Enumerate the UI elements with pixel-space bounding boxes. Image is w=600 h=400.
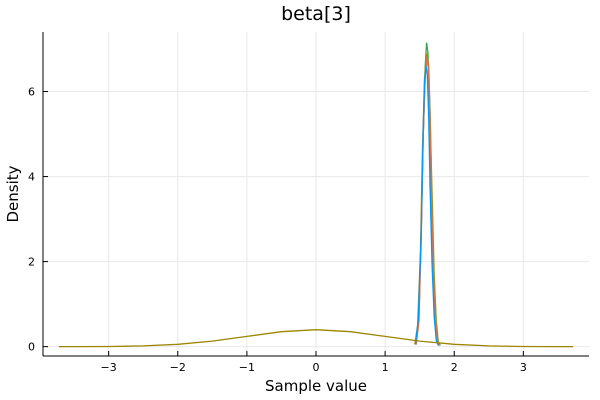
y-tick-label: 0: [28, 341, 35, 354]
grid-lines: [43, 32, 589, 356]
x-tick-label: 2: [451, 361, 458, 374]
x-tick-label: 0: [313, 361, 320, 374]
y-tick-label: 2: [28, 256, 35, 269]
x-tick-label: 1: [382, 361, 389, 374]
x-tick-label: −1: [239, 361, 255, 374]
x-tick-label: −2: [170, 361, 186, 374]
chart-title: beta[3]: [281, 3, 351, 25]
y-tick-label: 6: [28, 86, 35, 99]
x-tick-label: 3: [520, 361, 527, 374]
series-line-6: [58, 329, 574, 348]
series-line-5: [414, 65, 439, 346]
y-axis-label: Density: [4, 165, 22, 222]
x-tick-label: −3: [101, 361, 117, 374]
y-tick-label: 4: [28, 171, 35, 184]
x-axis-label: Sample value: [265, 377, 367, 395]
series-lines: [58, 42, 574, 348]
axis-ticks: −3 −2 −1 0 1 2 3 0 2 4 6: [28, 86, 527, 374]
